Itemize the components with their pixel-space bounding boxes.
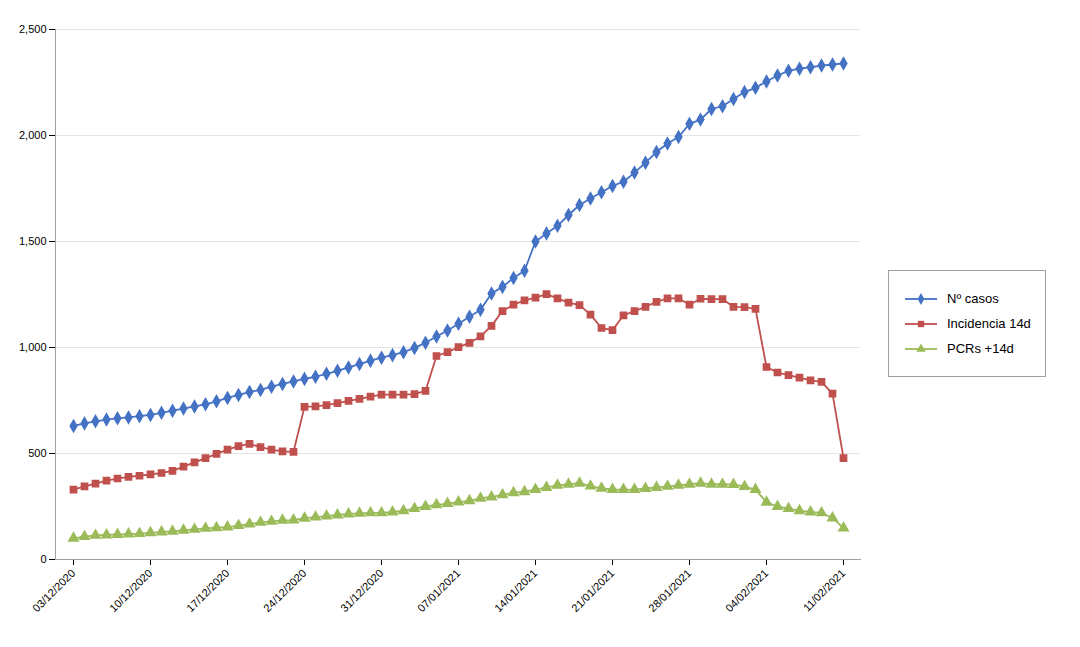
svg-text:1,500: 1,500 [19, 235, 47, 247]
svg-text:10/12/2020: 10/12/2020 [107, 566, 154, 613]
svg-text:24/12/2020: 24/12/2020 [261, 566, 308, 613]
svg-text:07/01/2021: 07/01/2021 [415, 566, 462, 613]
html-text:PCRs +14d: PCRs +14d [947, 341, 1014, 356]
svg-text:11/02/2021: 11/02/2021 [801, 566, 848, 613]
svg-text:500: 500 [28, 447, 46, 459]
html-text:Nº casos: Nº casos [947, 291, 999, 306]
html-text:Incidencia 14d: Incidencia 14d [947, 316, 1031, 331]
svg-text:21/01/2021: 21/01/2021 [569, 566, 616, 613]
svg-text:0: 0 [40, 553, 46, 565]
svg-text:03/12/2020: 03/12/2020 [30, 566, 77, 613]
svg-text:04/02/2021: 04/02/2021 [723, 566, 770, 613]
svg-text:2,500: 2,500 [19, 23, 47, 35]
svg-text:31/12/2020: 31/12/2020 [338, 566, 385, 613]
svg-text:2,000: 2,000 [19, 129, 47, 141]
svg-text:14/01/2021: 14/01/2021 [492, 566, 539, 613]
svg-text:1,000: 1,000 [19, 341, 47, 353]
svg-text:28/01/2021: 28/01/2021 [646, 566, 693, 613]
svg-text:17/12/2020: 17/12/2020 [184, 566, 231, 613]
